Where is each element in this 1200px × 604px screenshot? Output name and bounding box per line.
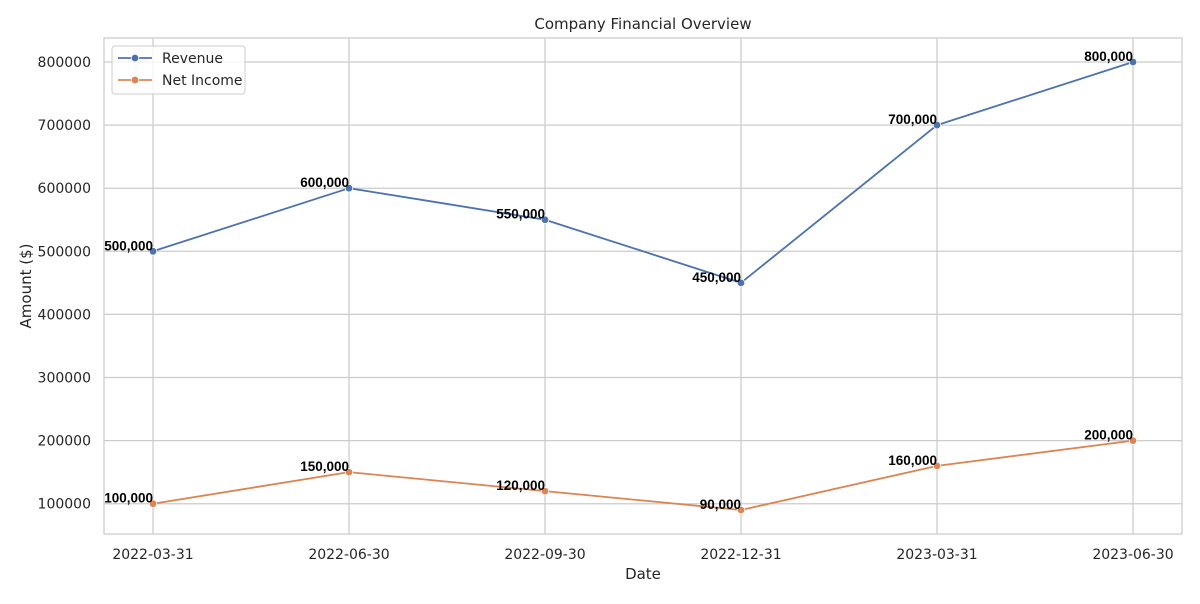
- data-label-net-income: 90,000: [700, 497, 741, 512]
- data-label-revenue: 600,000: [300, 175, 349, 190]
- series-line-net-income: [152, 439, 1134, 511]
- data-point-net-income: [1128, 436, 1138, 445]
- x-axis-ticks: 2022-03-31 2022-06-30 2022-09-30 2022-12-31…: [112, 547, 1173, 563]
- data-label-net-income: 160,000: [888, 453, 937, 468]
- grid: [104, 38, 1182, 534]
- data-label-net-income: 150,000: [300, 459, 349, 474]
- x-tick-label: 2022-03-31: [112, 547, 193, 563]
- data-point-revenue: [932, 120, 942, 130]
- series-line-revenue: [152, 61, 1134, 284]
- data-labels: 500,000 600,000 550,000 450,000 700,000 800,0…: [104, 49, 1133, 512]
- y-tick-label: 400000: [38, 307, 91, 323]
- x-tick-label: 2023-03-31: [896, 547, 977, 563]
- data-label-net-income: 200,000: [1084, 428, 1133, 443]
- y-tick-label: 300000: [38, 371, 91, 387]
- data-point-revenue: [540, 215, 550, 224]
- data-label-revenue: 550,000: [496, 207, 545, 222]
- legend-label-revenue: Revenue: [162, 51, 223, 67]
- legend: Revenue Net Income: [111, 45, 246, 95]
- plot-frame: [103, 37, 1183, 535]
- x-tick-label: 2022-09-30: [504, 547, 585, 563]
- data-point-net-income: [736, 505, 746, 515]
- data-point-net-income: [540, 486, 550, 496]
- y-tick-label: 500000: [38, 244, 91, 260]
- chart-title: Company Financial Overview: [534, 15, 751, 33]
- legend-label-net-income: Net Income: [162, 73, 243, 89]
- data-label-revenue: 800,000: [1084, 49, 1133, 64]
- data-label-net-income: 120,000: [496, 478, 545, 493]
- x-tick-label: 2022-12-31: [700, 547, 781, 563]
- legend-item-net-income: Net Income: [118, 73, 243, 89]
- data-point-revenue: [148, 247, 158, 256]
- data-label-revenue: 450,000: [692, 270, 741, 285]
- legend-item-revenue: Revenue: [118, 51, 223, 67]
- y-tick-label: 100000: [38, 497, 91, 513]
- data-point-net-income: [148, 499, 158, 508]
- y-tick-label: 700000: [38, 118, 91, 134]
- data-point-revenue: [344, 183, 354, 193]
- x-tick-label: 2022-06-30: [308, 547, 389, 563]
- data-point-revenue: [1128, 57, 1138, 67]
- legend-marker-net-income: [130, 75, 140, 85]
- series-layer: [148, 57, 1138, 515]
- x-tick-label: 2023-06-30: [1092, 547, 1173, 563]
- y-axis-title: Amount ($): [17, 244, 35, 329]
- y-axis-ticks: 100000 200000 300000 400000 500000 600000 7000…: [38, 55, 91, 513]
- y-tick-label: 200000: [38, 434, 91, 450]
- legend-marker-revenue: [130, 53, 140, 63]
- data-point-revenue: [736, 278, 746, 288]
- data-point-net-income: [344, 467, 354, 477]
- data-point-net-income: [932, 461, 942, 471]
- y-tick-label: 600000: [38, 181, 91, 197]
- x-axis-title: Date: [625, 565, 661, 583]
- data-label-revenue: 700,000: [888, 112, 937, 127]
- data-label-net-income: 100,000: [104, 491, 153, 506]
- y-tick-label: 800000: [38, 55, 91, 71]
- data-label-revenue: 500,000: [104, 238, 153, 253]
